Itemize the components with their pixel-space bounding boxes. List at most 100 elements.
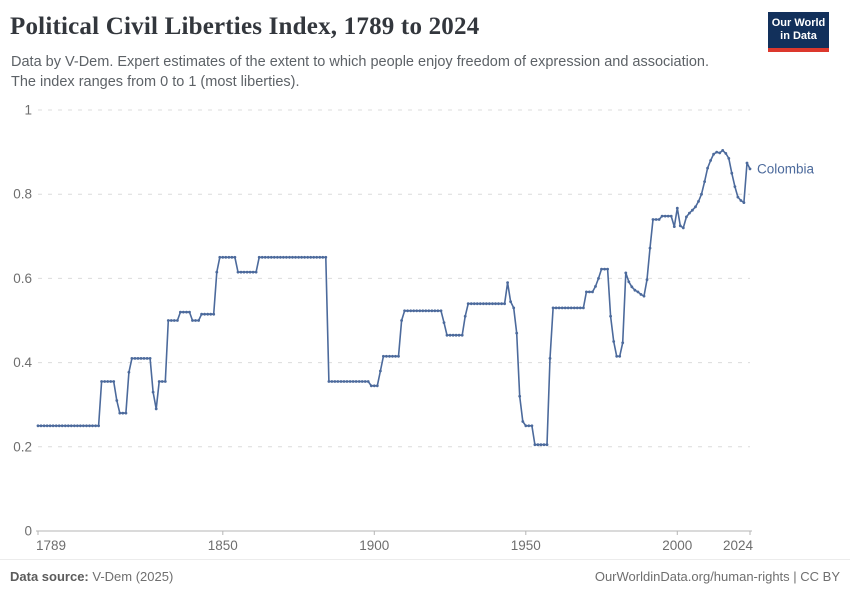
data-point [57,424,61,428]
data-point [209,312,213,316]
data-point [648,246,652,250]
data-point [45,424,49,428]
entity-label[interactable]: Colombia [757,161,815,176]
data-point [166,319,170,322]
data-point [406,309,409,313]
data-point [448,333,452,337]
data-point [709,159,712,162]
data-point [663,214,667,218]
data-point [254,270,258,274]
data-point [215,270,219,274]
data-point [312,255,316,259]
data-point [578,306,582,310]
data-point [288,255,291,259]
data-point [678,224,682,228]
data-point [236,270,240,274]
data-point [409,309,413,313]
data-point [106,380,110,383]
data-point [294,255,297,259]
data-point [188,310,191,314]
owid-logo[interactable]: Our World in Data [768,12,829,52]
data-point [276,255,279,259]
data-point [382,354,385,358]
data-point [527,424,531,428]
data-point [536,443,540,447]
data-point [88,424,91,428]
data-point [266,255,270,259]
credit-link[interactable]: OurWorldinData.org/human-rights | CC BY [594,569,840,584]
data-point [242,270,246,274]
data-point [54,424,58,428]
data-point [345,380,349,383]
data-point [654,218,658,221]
data-point [603,267,606,271]
data-point [397,354,400,358]
data-point [469,302,473,306]
data-point [700,192,703,196]
data-point [594,285,597,288]
data-point [94,424,97,428]
data-point [206,312,210,316]
data-point [488,302,491,306]
data-series-line[interactable] [37,149,751,446]
data-point [736,195,740,199]
data-point [248,270,252,274]
data-point [121,411,125,415]
data-point [715,150,719,154]
data-point [230,255,234,259]
data-point [172,319,176,322]
data-point [530,424,534,428]
data-point [445,333,449,337]
data-point [666,214,670,218]
data-point [169,319,173,322]
data-point [730,171,734,175]
data-point [475,302,479,306]
data-point [612,340,616,343]
data-point [645,278,649,282]
data-point [681,226,685,230]
data-point [494,302,497,306]
data-point [609,314,612,318]
data-point [636,290,640,294]
data-point [327,380,331,383]
data-point [706,166,709,170]
data-point [263,255,267,259]
data-point [703,180,706,184]
data-point [179,310,182,314]
data-point [597,277,600,280]
data-point [503,302,506,306]
data-point [142,357,146,360]
y-tick-label: 0.4 [13,355,32,370]
data-point [415,309,419,313]
data-point [739,199,743,202]
y-tick-label: 0.6 [13,271,32,286]
data-point [575,306,579,310]
data-point [491,302,494,306]
data-point [742,201,746,205]
data-point [369,384,373,388]
data-point [163,380,167,383]
data-point [497,302,500,306]
x-tick-label: 2024 [723,538,754,553]
data-point [139,357,143,360]
data-point [454,333,458,337]
data-point [657,218,661,221]
data-point [442,321,446,324]
data-point [103,380,107,383]
data-point [366,380,370,383]
data-point [394,354,397,358]
data-point [157,380,161,383]
data-point [466,302,470,306]
data-point [733,185,737,189]
data-point [463,314,467,318]
data-point [375,384,379,388]
data-point [91,424,94,428]
data-point [82,424,85,428]
data-point [136,357,140,360]
data-point [224,255,228,259]
data-point [333,380,337,383]
data-point [233,255,237,259]
data-point [391,354,394,358]
